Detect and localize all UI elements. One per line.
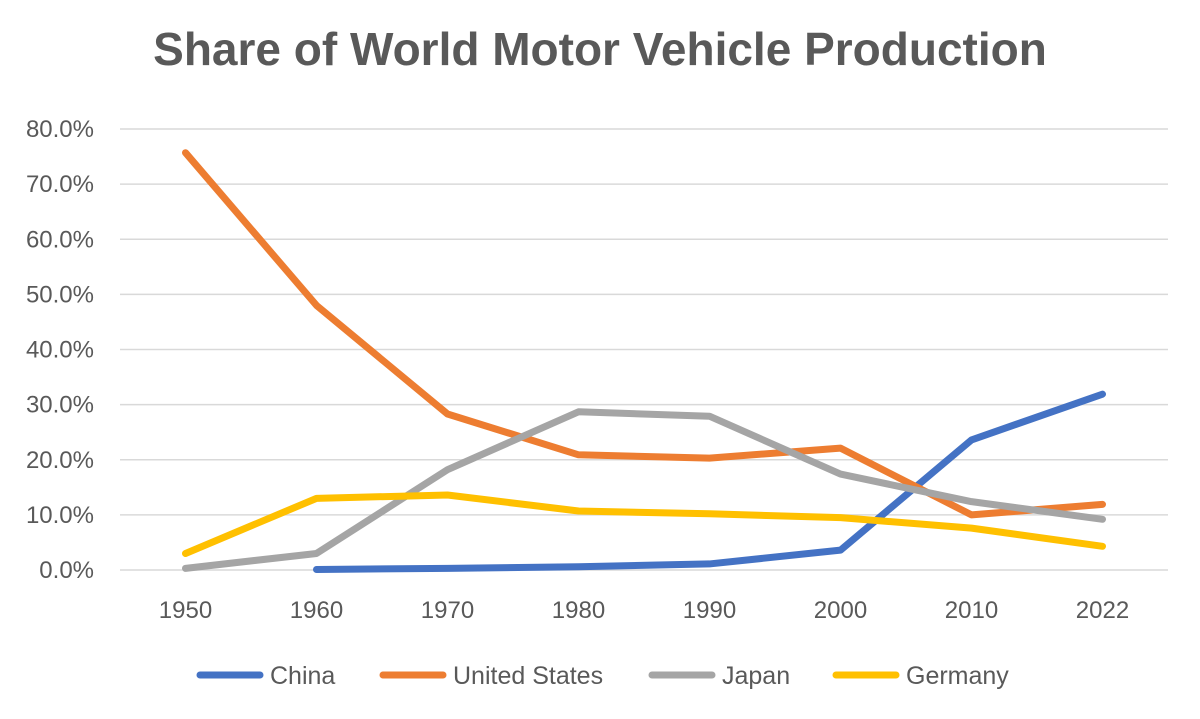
legend-label-germany: Germany (906, 662, 1009, 690)
y-tick-label: 40.0% (26, 337, 94, 364)
y-tick-label: 10.0% (26, 502, 94, 529)
y-tick-label: 50.0% (26, 281, 94, 308)
x-tick-label: 2010 (945, 597, 998, 624)
x-tick-label: 2022 (1076, 597, 1129, 624)
y-axis-ticks: 0.0% 10.0% 20.0% 30.0% 40.0% 50.0% 60.0% 70.0% 8… (26, 116, 94, 584)
legend-label-united-states: United States (453, 662, 603, 690)
y-tick-label: 20.0% (26, 447, 94, 474)
legend-label-japan: Japan (722, 662, 790, 690)
y-tick-label: 60.0% (26, 226, 94, 253)
series-lines (182, 149, 1106, 573)
series-line-japan (182, 408, 1106, 572)
series-line-united-states (182, 149, 1106, 519)
x-tick-label: 1990 (683, 597, 736, 624)
x-axis-ticks: 1950 1960 1970 1980 1990 2000 2010 2022 (159, 597, 1129, 624)
x-tick-label: 1960 (290, 597, 343, 624)
x-tick-label: 2000 (814, 597, 867, 624)
y-tick-label: 30.0% (26, 392, 94, 419)
x-tick-label: 1980 (552, 597, 605, 624)
x-tick-label: 1970 (421, 597, 474, 624)
series-line-germany (182, 491, 1106, 557)
y-tick-label: 80.0% (26, 116, 94, 143)
series-line-china (313, 390, 1106, 573)
x-tick-label: 1950 (159, 597, 212, 624)
legend: China United States Japan Germany (196, 662, 1009, 690)
y-tick-label: 70.0% (26, 171, 94, 198)
chart-title: Share of World Motor Vehicle Production (153, 23, 1047, 75)
y-tick-label: 0.0% (39, 557, 94, 584)
legend-label-china: China (270, 662, 335, 690)
